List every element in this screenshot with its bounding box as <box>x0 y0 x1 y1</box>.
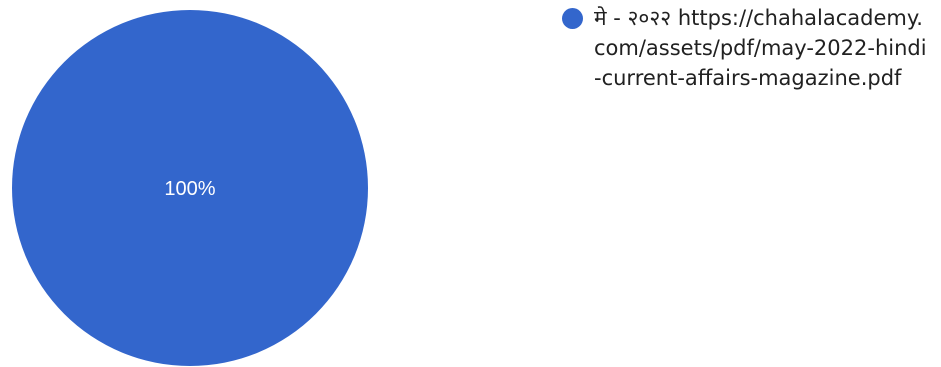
legend: मे - २०२२ https://chahalacademy.com/asse… <box>562 3 932 93</box>
pie-slices <box>12 10 368 366</box>
legend-label: मे - २०२२ https://chahalacademy.com/asse… <box>594 6 927 90</box>
pie-slice-label: 100% <box>164 178 215 200</box>
pie-slice[interactable] <box>12 10 368 366</box>
pie-slice-labels: 100% <box>164 178 215 200</box>
legend-swatch <box>562 8 583 29</box>
